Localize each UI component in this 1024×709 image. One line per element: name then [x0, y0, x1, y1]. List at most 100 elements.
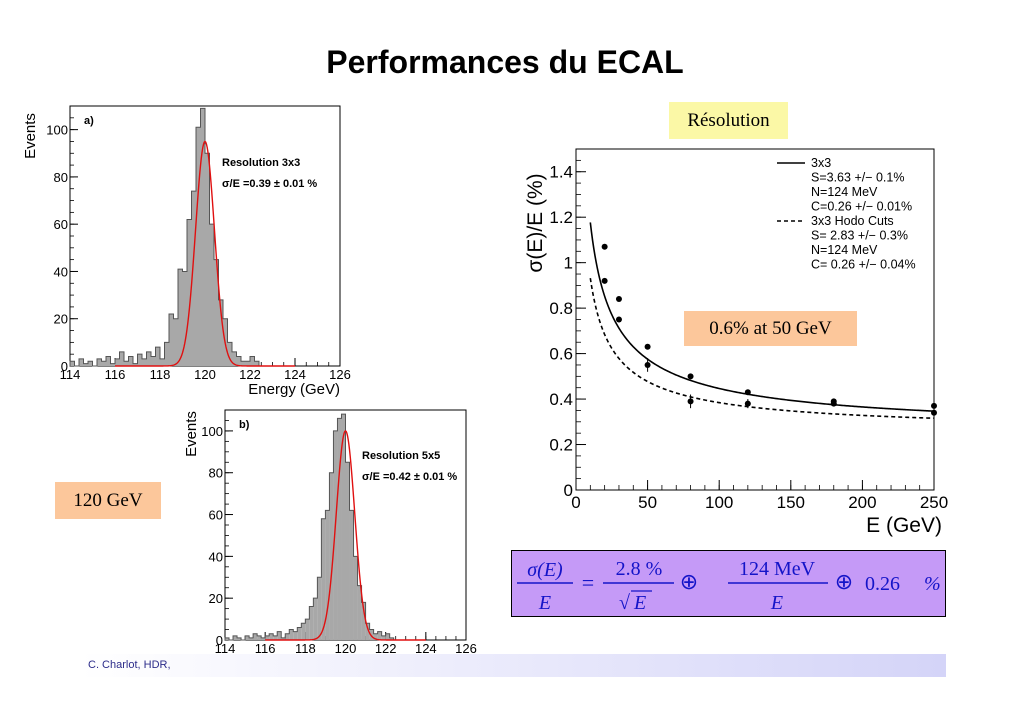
resolution-data-point [601, 243, 608, 250]
hist-a-histogram-bar [182, 271, 187, 366]
hist-b-histogram-bar [285, 633, 290, 640]
formula-noise-denominator: E [770, 592, 783, 614]
hist-a-histogram-bar [241, 361, 246, 366]
hist-a-histogram-bar [164, 342, 169, 366]
hist-a-x-tick-label: 124 [284, 367, 306, 382]
hist-b-histogram-bar [313, 598, 318, 640]
hist-b-histogram-bar [261, 637, 266, 640]
hist-a-histogram-bar [254, 361, 259, 366]
resolution-data-point [687, 373, 694, 380]
hist-b-histogram-bar [301, 623, 306, 640]
hist-a-histogram-bar [160, 358, 165, 366]
hist-b-histogram-bar [305, 619, 310, 640]
hist-a-x-tick-label: 122 [239, 367, 261, 382]
resolution-data-point [687, 398, 694, 405]
hist-b-histogram-bar [341, 414, 346, 640]
hist-b-histogram-bar [225, 637, 230, 640]
hist-b-x-tick-label: 118 [295, 641, 316, 656]
resolution-y-tick-label: 1 [564, 254, 573, 273]
hist-b-histogram-bar [361, 602, 366, 640]
hist-a-histogram-bar [97, 358, 102, 366]
resolution-data-point [931, 402, 937, 409]
hist-b-histogram-bar [289, 629, 294, 640]
hist-b-x-tick-label: 120 [335, 641, 357, 656]
hist-b-histogram-bar [369, 629, 374, 640]
hist-a-histogram-bar [137, 354, 142, 366]
beam-energy-label: 120 GeV [55, 482, 161, 519]
hist-a-x-tick-label: 114 [60, 367, 81, 382]
hist-a-histogram-bar [124, 361, 129, 366]
resolution-fit-line-hodo-cuts [589, 277, 934, 420]
hist-b-histogram-bar [325, 510, 330, 640]
hist-a-histogram-bar [88, 361, 93, 366]
hist-a-annotation-title: Resolution 3x3 [222, 157, 300, 169]
hist-b-annotation-sigma: σ/E =0.42 ± 0.01 % [362, 471, 457, 483]
hist-a-histogram-bar [101, 361, 106, 366]
resolution-legend-entry: S= 2.83 +/− 0.3% [811, 229, 908, 243]
hist-a-x-tick-label: 126 [329, 367, 351, 382]
hist-b-x-tick-label: 116 [255, 641, 276, 656]
hist-b-y-tick-label: 80 [209, 466, 223, 481]
hist-a-gaussian-fit-line [115, 140, 295, 367]
hist-b-histogram-bar [329, 472, 334, 640]
hist-b-histogram-bar [233, 635, 238, 640]
resolution-y-axis-label: σ(E)/E (%) [524, 173, 547, 272]
hist-b-histogram-bar [269, 633, 274, 640]
resolution-formula: σ(E) E = 2.8 % √ E ⊕ 124 MeV E ⊕ 0.26 % [511, 550, 946, 617]
resolution-x-tick-label: 200 [848, 493, 876, 512]
hist-a-histogram-bar [133, 363, 138, 366]
hist-b-histogram-bar [281, 637, 286, 640]
resolution-data-point [601, 277, 608, 284]
hist-b-histogram-bar [357, 585, 362, 640]
formula-oplus-2: ⊕ [835, 569, 853, 594]
hist-b-y-tick-label: 40 [209, 549, 223, 564]
resolution-data-point [644, 361, 651, 368]
resolution-formula-svg: σ(E) E = 2.8 % √ E ⊕ 124 MeV E ⊕ 0.26 % [517, 558, 941, 614]
hist-b-histogram-bar [337, 418, 342, 640]
hist-b-histogram-bar [265, 635, 270, 640]
resolution-data-point [615, 316, 622, 323]
hist-a-panel-label: a) [84, 115, 94, 127]
hist-b-histogram-bar [257, 635, 262, 640]
formula-stochastic-denominator: E [633, 592, 646, 614]
hist-a-histogram-outline [69, 107, 264, 367]
hist-a-histogram-bar [70, 361, 75, 366]
hist-b-x-tick-label: 124 [415, 641, 437, 656]
hist-b-histogram-bar [309, 606, 314, 640]
hist-b-histogram-bar [317, 577, 322, 640]
hist-a-histogram-bar [173, 318, 178, 366]
resolution-legend-entry: S=3.63 +/− 0.1% [811, 171, 904, 185]
hist-a-y-tick-label: 20 [54, 312, 68, 327]
hist-a-histogram-bar [187, 219, 192, 366]
hist-a-histogram-bar [214, 259, 219, 366]
resolution-x-tick-label: 50 [638, 493, 657, 512]
hist-b-histogram-bar [245, 635, 250, 640]
hist-a-histogram-bar [83, 363, 88, 366]
resolution-data-point [744, 389, 751, 396]
hist-a-x-tick-label: 120 [194, 367, 216, 382]
hist-b-y-tick-label: 20 [209, 591, 223, 606]
formula-sqrt-sign: √ [619, 592, 630, 614]
hist-b-x-tick-label: 122 [375, 641, 397, 656]
hist-b-histogram-bar [377, 631, 382, 640]
hist-b-histogram-bar [389, 637, 394, 640]
resolution-data-point [744, 400, 751, 407]
histogram-3x3-chart: 114 116 118 120 122 124 126 0 20 40 60 80 100 a) Resol… [22, 105, 351, 398]
resolution-data-point [644, 343, 651, 350]
resolution-x-tick-label: 100 [705, 493, 733, 512]
hist-b-histogram-bar [273, 635, 278, 640]
hist-b-x-tick-label: 114 [215, 641, 236, 656]
resolution-legend-entry: 3x3 [811, 156, 831, 170]
hist-a-y-tick-label: 80 [54, 170, 68, 185]
formula-constant-term: 0.26 [865, 573, 900, 595]
hist-b-histogram-bar [381, 635, 386, 640]
resolution-x-tick-label: 0 [571, 493, 580, 512]
hist-b-histogram-bar [349, 510, 354, 640]
resolution-legend-entry: C=0.26 +/− 0.01% [811, 200, 912, 214]
resolution-y-tick-label: 0.2 [549, 436, 573, 455]
resolution-y-tick-label: 0.6 [549, 345, 573, 364]
resolution-legend-entry: N=124 MeV [811, 185, 878, 199]
formula-noise-numerator: 124 MeV [739, 558, 816, 580]
resolution-y-tick-label: 0.8 [549, 299, 573, 318]
hist-a-histogram-bar [169, 314, 174, 366]
